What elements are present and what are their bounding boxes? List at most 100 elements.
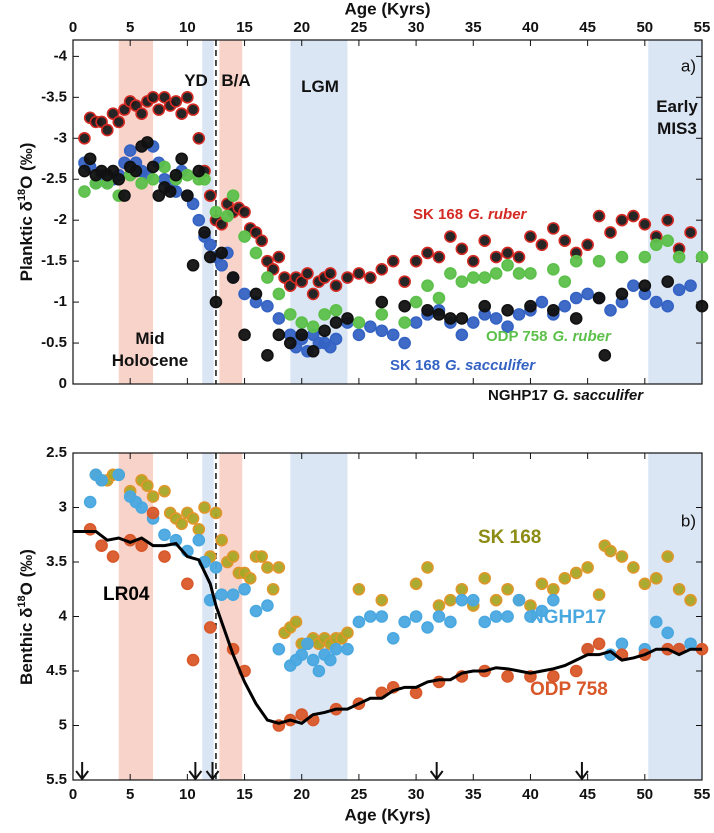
data-point (615, 637, 629, 651)
x-axis-title: Age (Kyrs) (345, 0, 431, 18)
data-point (261, 271, 274, 284)
interval-label-line: MIS3 (657, 119, 697, 138)
series-name: LR04 (103, 584, 150, 605)
data-point (432, 291, 446, 305)
data-point (489, 267, 503, 280)
data-point (386, 328, 400, 342)
data-point (547, 222, 560, 235)
data-point (569, 664, 583, 678)
data-point (592, 254, 606, 268)
data-point (146, 506, 160, 520)
data-point (324, 653, 337, 667)
data-point (375, 324, 389, 338)
data-point (547, 593, 560, 607)
interval-label-line: YD (184, 71, 208, 90)
series-label: NGHP17 G. sacculifer (488, 387, 644, 404)
data-point (301, 267, 314, 280)
x-tick-label: 0 (69, 786, 77, 803)
data-point (501, 670, 514, 683)
data-point (261, 349, 274, 362)
x-tick-label: 10 (179, 786, 196, 803)
data-point (375, 610, 389, 623)
panel-label: b) (681, 511, 696, 530)
data-point (249, 246, 263, 260)
data-point (238, 205, 251, 219)
series-label: ODP 758 G. ruber (486, 328, 612, 345)
series-taxon: G. ruber (468, 206, 528, 223)
x-tick-label: 50 (636, 19, 653, 36)
data-point (569, 566, 583, 580)
data-point (592, 209, 606, 223)
y-tick-label: 3 (59, 498, 67, 515)
series-name: ODP 758 (486, 328, 547, 345)
data-point (295, 316, 309, 329)
data-point (466, 254, 480, 268)
data-point (209, 205, 223, 219)
data-point (238, 582, 251, 596)
y-tick-label: -2 (54, 211, 67, 228)
data-point (649, 238, 663, 252)
y-tick-label: 3.5 (46, 553, 67, 570)
data-point (215, 533, 228, 547)
data-point (158, 484, 171, 498)
data-point (501, 582, 514, 596)
data-point (627, 209, 640, 223)
interval-label-line: Mid (135, 329, 164, 348)
data-point (112, 468, 126, 482)
data-point (604, 226, 617, 239)
x-tick-label: 35 (465, 19, 482, 36)
data-point (295, 328, 309, 342)
data-point (409, 316, 423, 329)
interval-label: Early MIS3 (656, 97, 698, 138)
y-axis-title-part: Benthic δ (17, 608, 36, 685)
data-point (203, 621, 217, 634)
x-tick-label: 5 (126, 19, 134, 36)
data-point (209, 561, 223, 574)
data-point (592, 588, 606, 602)
data-point (478, 271, 492, 284)
data-point (78, 131, 91, 145)
data-point (524, 299, 537, 313)
data-point (135, 539, 148, 552)
series-name: NGHP17 (488, 387, 548, 404)
shaded-interval (648, 40, 702, 384)
data-point (375, 593, 389, 607)
y-tick-label: -0.5 (41, 334, 67, 351)
x-tick-label: 55 (694, 786, 711, 803)
data-point (192, 533, 206, 547)
data-point (524, 610, 537, 623)
plot-frame (72, 39, 703, 385)
data-point (324, 267, 337, 280)
data-point (501, 303, 514, 317)
data-point (283, 308, 297, 321)
data-point (266, 582, 280, 596)
data-point (238, 287, 251, 301)
data-point (318, 324, 331, 338)
data-point (615, 550, 629, 563)
series-taxon: G. sacculifer (445, 357, 536, 374)
data-point (329, 279, 343, 293)
data-point (455, 275, 469, 288)
data-point (215, 246, 228, 260)
data-point (249, 287, 263, 301)
data-point (272, 561, 286, 574)
data-point (695, 250, 709, 264)
data-point (261, 561, 274, 574)
interval-label-line: B/A (221, 71, 250, 90)
y-tick-label: -1.5 (41, 252, 67, 269)
data-point (398, 615, 411, 629)
shaded-interval (290, 453, 348, 780)
series-taxon: G. ruber (552, 328, 612, 345)
y-axis-title-part: Planktic δ (17, 201, 36, 281)
data-point (409, 686, 423, 700)
data-point (455, 242, 469, 256)
data-point (501, 258, 514, 272)
data-point (135, 177, 148, 190)
data-point (329, 316, 343, 329)
series-taxon: G. sacculifer (553, 387, 644, 404)
data-point (209, 295, 223, 309)
data-point (123, 144, 137, 157)
data-point (175, 152, 188, 166)
data-point (226, 550, 240, 563)
data-point (306, 320, 320, 333)
